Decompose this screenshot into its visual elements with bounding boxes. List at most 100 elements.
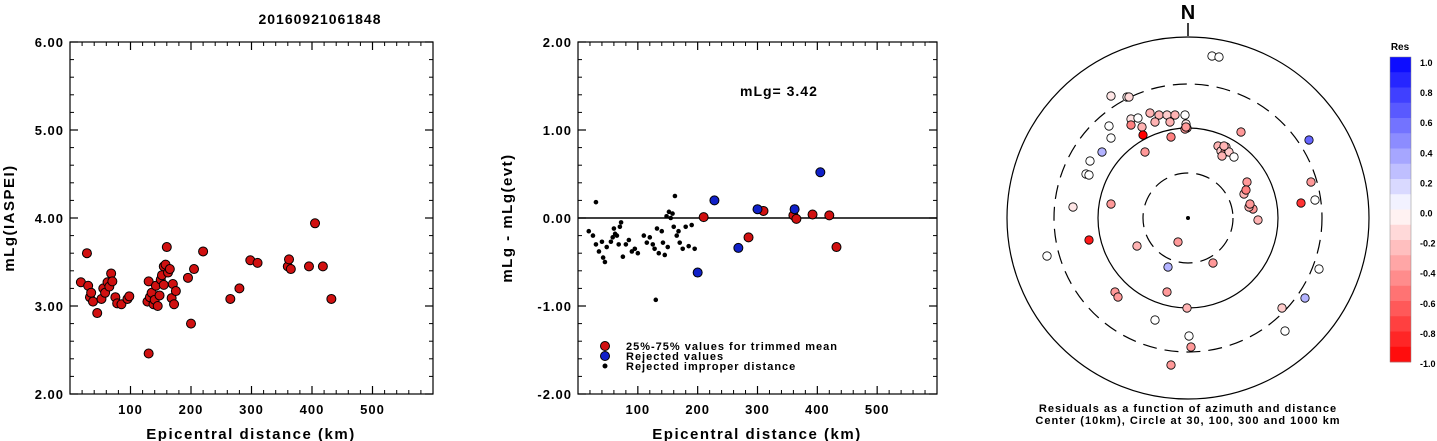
legend-marker-accepted (600, 341, 610, 351)
data-point (87, 296, 98, 307)
data-point (143, 276, 154, 287)
station-point (1208, 258, 1218, 268)
rejected-point (815, 167, 826, 178)
data-point (107, 276, 118, 287)
data-point (252, 257, 263, 268)
x-tick-label: 200 (179, 402, 204, 417)
plot1-points (75, 218, 337, 359)
y-tick-label: -1.00 (537, 299, 572, 314)
station-point (1140, 147, 1150, 157)
accepted-point (698, 212, 709, 223)
improper-distance-point (650, 242, 656, 247)
improper-distance-point (620, 254, 626, 260)
legend-marker-improper (602, 363, 608, 369)
station-point (1084, 170, 1094, 180)
station-point (1166, 360, 1176, 370)
colorbar-cell (1390, 285, 1411, 302)
y-tick-label: 2.00 (543, 35, 572, 50)
y-tick-label: 1.00 (543, 123, 572, 138)
station-residual-points (1042, 51, 1324, 370)
station-point (1217, 151, 1227, 161)
colorbar-tick-label: -0.4 (1420, 269, 1436, 279)
y-tick-label: 2.00 (35, 387, 64, 402)
improper-distance-point (677, 240, 683, 245)
colorbar-tick-label: -0.6 (1420, 299, 1436, 309)
improper-distance-point (599, 239, 605, 245)
station-point (1245, 199, 1255, 209)
y-tick-label: 0.00 (543, 211, 572, 226)
data-point (317, 261, 328, 272)
mlg-annotation: mLg= 3.42 (740, 83, 818, 99)
colorbar-tick-label: 1.0 (1420, 58, 1433, 68)
improper-distance-point (604, 244, 610, 250)
station-point (1173, 237, 1183, 247)
x-tick-label: 300 (239, 402, 264, 417)
event-title: 20160921061848 (258, 11, 381, 27)
plot2-x-label: Epicentral distance (km) (652, 426, 861, 441)
improper-distance-point (686, 243, 691, 249)
colorbar-cell (1390, 102, 1411, 119)
station-point (1219, 141, 1229, 151)
colorbar-cell (1390, 133, 1411, 149)
improper-distance-point (623, 242, 629, 247)
station-point (1085, 156, 1095, 166)
station-point (1150, 117, 1160, 127)
colorbar-tick-label: 0.8 (1420, 88, 1433, 98)
plot1-x-axis: 100 200 300 400 500 (81, 42, 422, 417)
station-point (1113, 292, 1123, 302)
colorbar-cell (1390, 270, 1411, 287)
station-point (1296, 198, 1306, 208)
colorbar-cell (1390, 224, 1411, 241)
improper-distance-point (652, 246, 657, 252)
station-point (1186, 342, 1196, 352)
improper-distance-point (610, 235, 616, 240)
colorbar-tick-label: -0.2 (1420, 239, 1436, 249)
data-point (225, 293, 236, 304)
rejected-point (789, 204, 800, 215)
station-point (1106, 91, 1116, 101)
improper-distance-point (656, 250, 662, 256)
improper-distance-point (674, 233, 680, 238)
colorbar-cell (1390, 209, 1411, 226)
azimuth-residual-plot: N Residuals as a function of azimuth and… (1006, 2, 1370, 427)
improper-distance-point (614, 233, 620, 238)
data-point (326, 293, 337, 304)
station-point (1138, 130, 1148, 140)
data-point (198, 246, 209, 257)
station-point (1184, 331, 1194, 341)
plot1-y-label: mLg(IASPEI) (1, 164, 18, 271)
station-point (1162, 287, 1172, 297)
legend-label-accepted: 25%-75% values for trimmed mean (626, 341, 838, 353)
rejected-point (752, 204, 763, 215)
improper-distance-point (641, 233, 647, 238)
improper-distance-point (672, 193, 678, 199)
improper-distance-point (689, 222, 694, 228)
station-point (1306, 177, 1316, 187)
colorbar-cell (1390, 194, 1411, 210)
data-point (182, 272, 193, 283)
legend-marker-rejected (600, 351, 610, 361)
improper-distance-point (665, 244, 671, 250)
residual-colorbar: Res 1.0 0.8 0.6 0.4 0.2 0.0 -0.2 -0.4 -0.6 -0.8 -1… (1389, 42, 1436, 369)
station-point (1084, 235, 1094, 245)
accepted-point (831, 242, 842, 253)
improper-distance-point (644, 240, 650, 245)
data-point (303, 261, 314, 272)
station-point (1042, 251, 1052, 261)
improper-distance-point (626, 237, 632, 243)
improper-distance-point (629, 249, 635, 254)
ring-300km (1053, 83, 1323, 353)
colorbar-tick-label: 0.6 (1420, 118, 1433, 128)
data-point (170, 286, 181, 297)
plot2-x-axis: 100 200 300 400 500 (589, 42, 926, 417)
station-point (1304, 135, 1314, 145)
data-point (92, 308, 103, 319)
colorbar-cell (1390, 163, 1411, 180)
y-tick-label: 6.00 (35, 35, 64, 50)
y-tick-label: 5.00 (35, 123, 64, 138)
improper-distance-point (668, 215, 674, 221)
rejected-point (709, 195, 720, 206)
colorbar-ticks: 1.0 0.8 0.6 0.4 0.2 0.0 -0.2 -0.4 -0.6 -0.8 -1.0 (1420, 58, 1436, 369)
plot2-legend: 25%-75% values for trimmed mean Rejected… (600, 341, 838, 373)
plot2-points (586, 167, 842, 303)
